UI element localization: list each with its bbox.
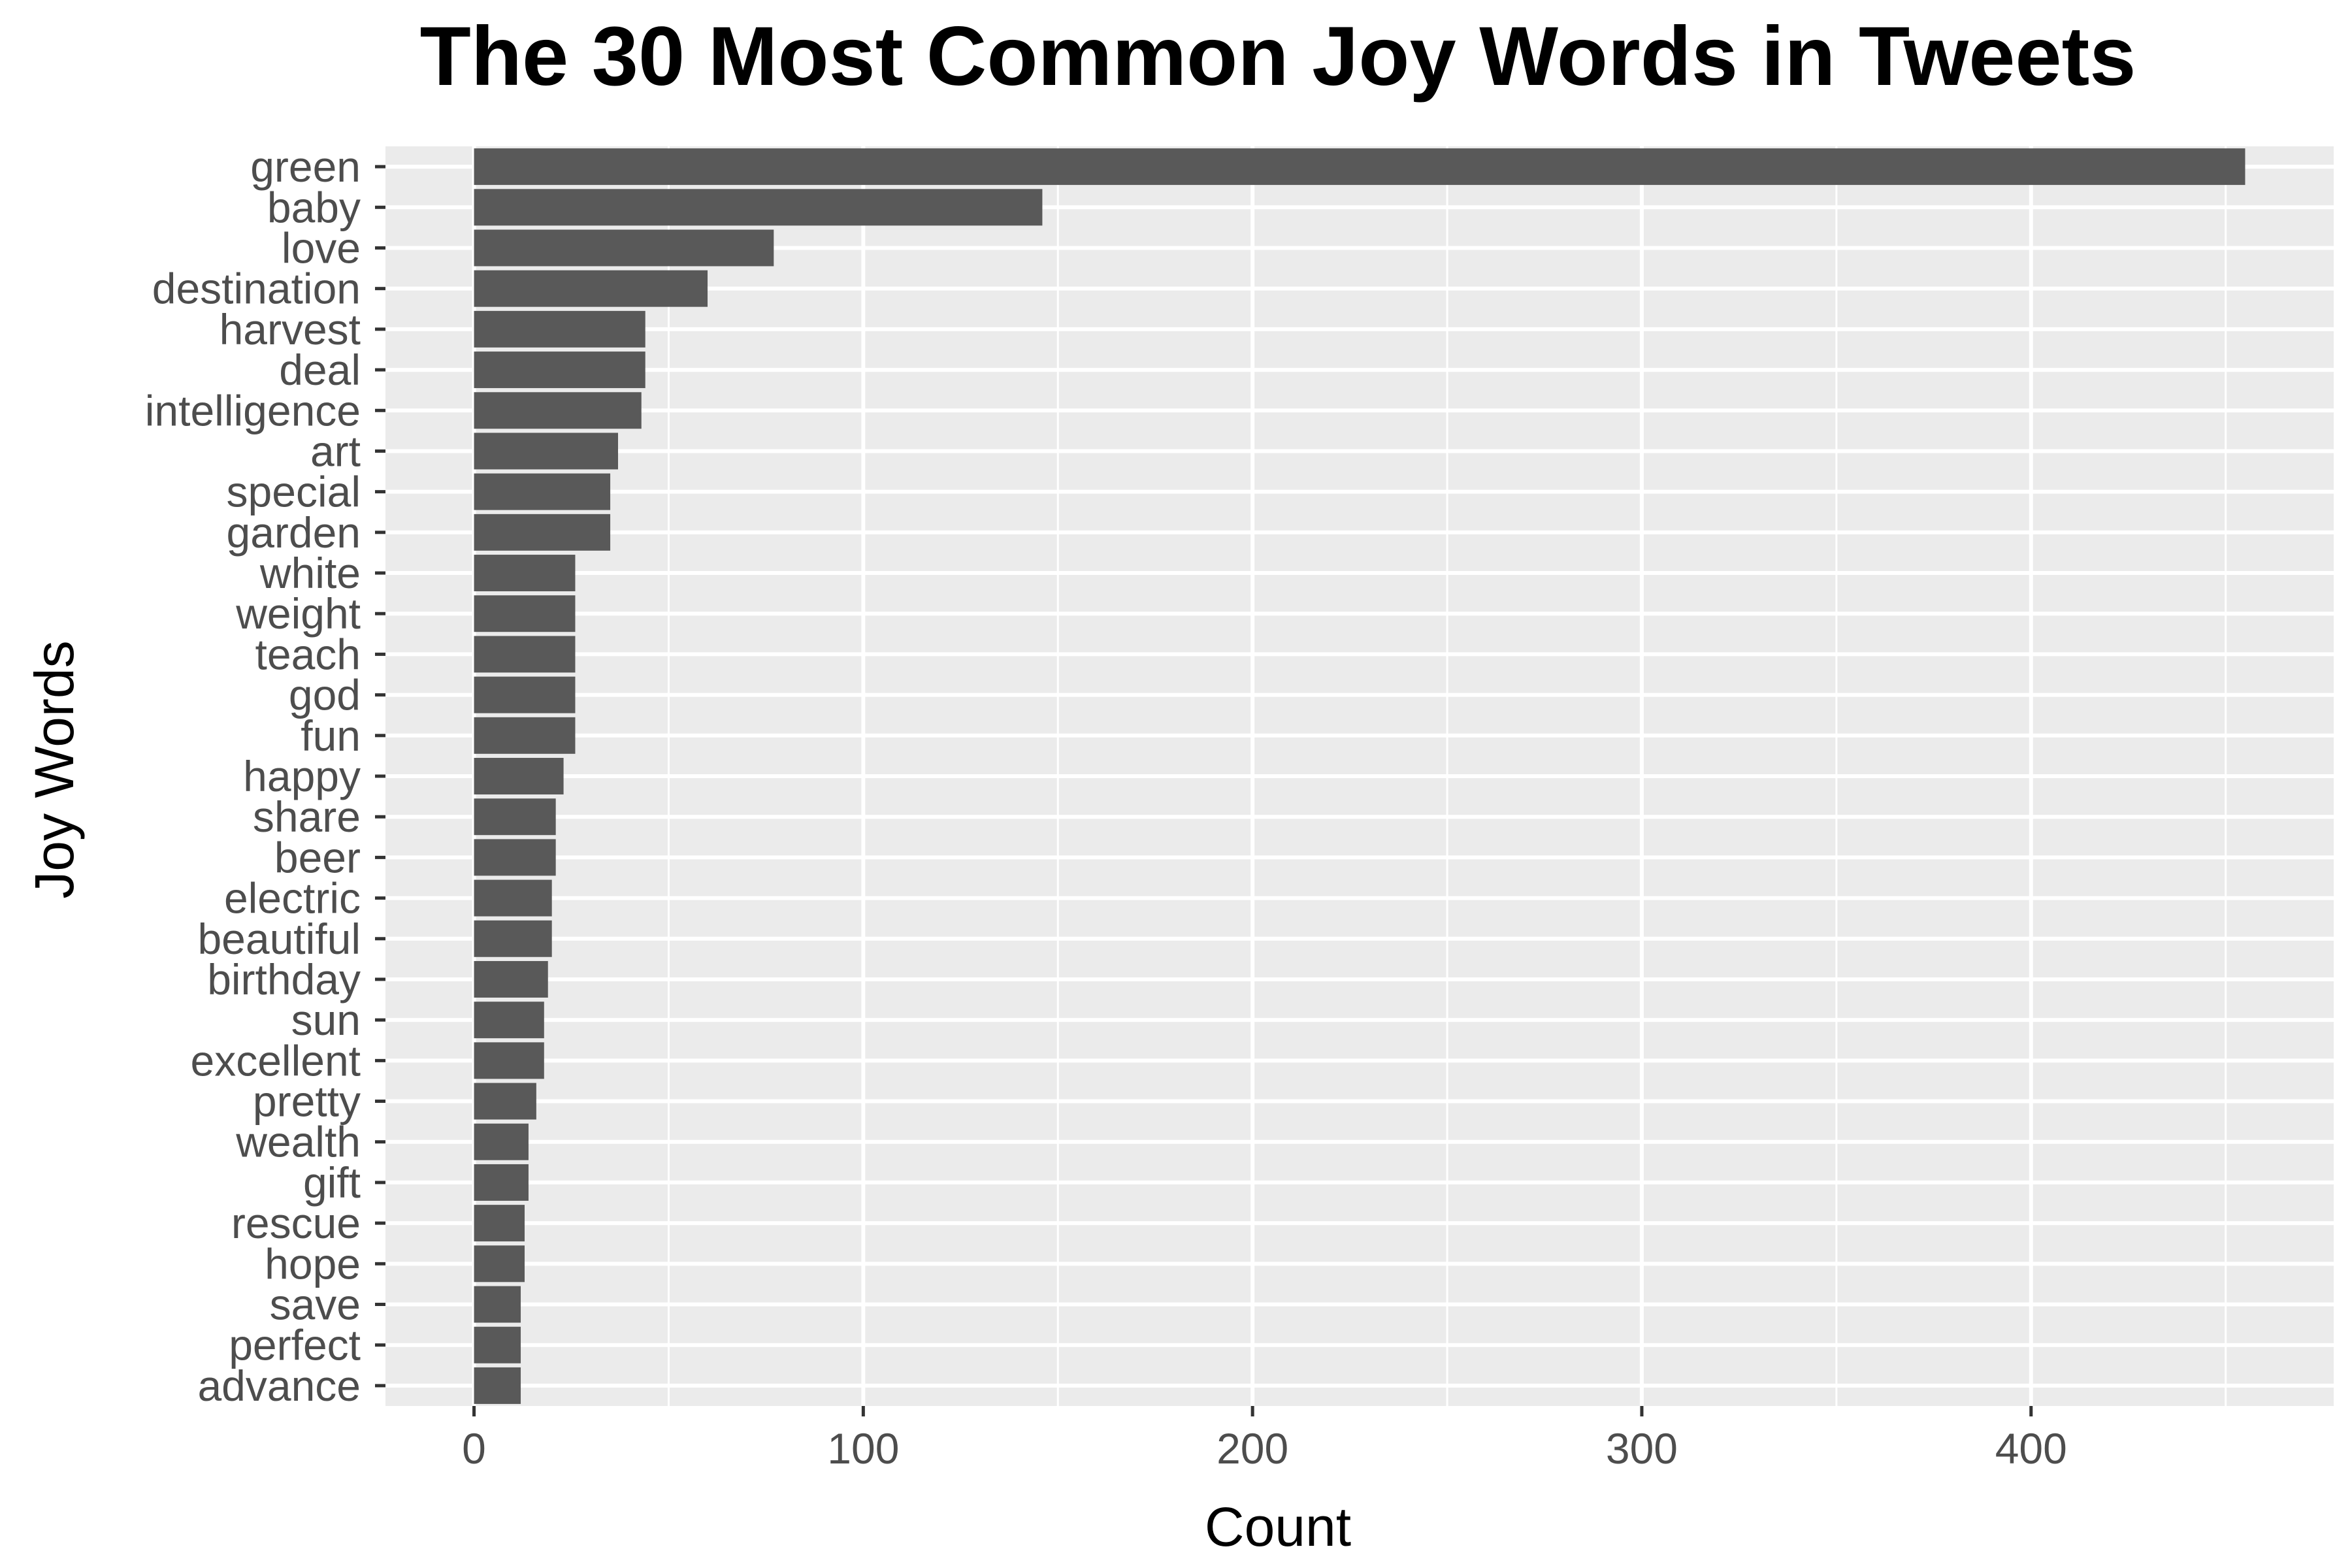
bar-deal [474,351,645,389]
y-tick-label: harvest [220,305,361,353]
bar-electric [474,879,552,917]
bar-destination [474,270,708,307]
y-tick-label: excellent [191,1036,361,1085]
y-tick-label: fun [301,711,361,760]
y-tick-label: art [310,427,361,475]
bar-white [474,555,576,592]
bar-beautiful [474,920,552,957]
y-tick-label: sun [291,996,361,1044]
y-tick-label: baby [267,183,361,231]
bar-baby [474,189,1043,226]
y-tick-label: beer [274,833,361,881]
y-tick-label: special [227,468,361,516]
y-tick-label: electric [224,874,361,923]
x-tick-label: 100 [827,1424,899,1473]
bar-sun [474,1002,544,1039]
bar-perfect [474,1326,521,1364]
y-tick-label: rescue [231,1199,361,1247]
x-tick-label: 0 [462,1424,486,1473]
bar-wealth [474,1123,529,1160]
y-tick-label: love [282,223,361,272]
y-tick-label: teach [255,630,361,678]
y-axis: greenbabylovedestinationharvestdealintel… [145,142,385,1410]
bar-harvest [474,310,645,348]
bar-rescue [474,1205,525,1242]
bar-excellent [474,1042,544,1079]
bar-teach [474,636,576,673]
y-tick-label: pretty [253,1077,361,1126]
x-tick-label: 300 [1606,1424,1678,1473]
bar-special [474,473,611,510]
y-tick-label: deal [279,346,361,394]
chart-title: The 30 Most Common Joy Words in Tweets [420,10,2136,103]
y-tick-label: gift [303,1158,361,1207]
y-tick-label: white [259,549,361,597]
bar-green [474,148,2246,186]
y-tick-label: hope [265,1239,361,1288]
y-tick-label: share [253,792,361,841]
bar-weight [474,595,576,632]
bar-pretty [474,1083,536,1120]
bar-god [474,676,576,713]
bar-gift [474,1164,529,1201]
y-tick-label: happy [243,752,361,800]
y-tick-label: destination [152,265,361,313]
bar-garden [474,514,611,551]
y-tick-label: intelligence [145,386,361,434]
bar-art [474,433,618,470]
y-tick-label: god [289,671,361,719]
bar-save [474,1286,521,1323]
y-tick-label: save [270,1281,361,1329]
y-axis-title: Joy Words [24,640,85,898]
y-tick-label: garden [226,508,361,557]
y-tick-label: advance [197,1362,361,1410]
bar-intelligence [474,392,642,429]
bar-beer [474,839,556,876]
x-tick-label: 400 [1995,1424,2067,1473]
y-tick-label: weight [235,589,361,638]
x-axis: 0 100 200 300 400 [462,1406,2067,1473]
bar-birthday [474,960,548,998]
bar-fun [474,717,576,754]
y-tick-label: beautiful [197,915,361,963]
y-tick-label: green [250,142,361,191]
bar-share [474,798,556,836]
y-tick-label: birthday [207,955,361,1004]
bar-love [474,229,774,267]
bar-advance [474,1367,521,1404]
y-tick-label: wealth [235,1118,361,1166]
x-axis-title: Count [1205,1496,1351,1558]
x-tick-label: 200 [1217,1424,1288,1473]
bar-hope [474,1245,525,1282]
bar-happy [474,758,564,794]
y-tick-label: perfect [229,1321,361,1369]
bars [474,148,2246,1404]
